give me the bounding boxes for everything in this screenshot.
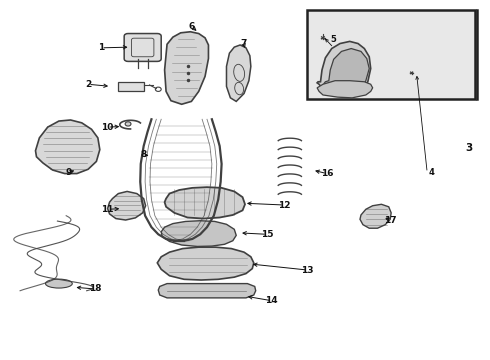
Polygon shape [157,247,254,280]
Text: 12: 12 [278,201,290,210]
Polygon shape [35,120,100,174]
Polygon shape [317,81,373,98]
FancyBboxPatch shape [307,10,475,99]
FancyBboxPatch shape [118,82,144,91]
Polygon shape [165,187,245,219]
Polygon shape [161,221,236,247]
Text: 10: 10 [101,123,114,132]
Text: 3: 3 [466,143,473,153]
Text: 5: 5 [331,35,337,44]
Text: 9: 9 [66,168,72,177]
FancyBboxPatch shape [124,33,161,62]
Circle shape [125,122,131,126]
Text: 15: 15 [261,230,273,239]
Text: 11: 11 [101,205,114,214]
Polygon shape [158,284,256,298]
Polygon shape [360,204,391,228]
Text: 1: 1 [98,43,104,52]
Polygon shape [108,192,146,220]
Text: 8: 8 [141,150,147,159]
Polygon shape [317,41,371,97]
Ellipse shape [46,279,73,288]
Text: 18: 18 [89,284,101,293]
Text: 2: 2 [85,80,91,89]
Text: 14: 14 [266,296,278,305]
Text: 16: 16 [320,169,333,178]
Text: 4: 4 [428,168,434,177]
Text: 7: 7 [241,39,247,48]
Text: 17: 17 [384,216,396,225]
Polygon shape [165,32,208,104]
Polygon shape [324,49,369,94]
Text: 6: 6 [188,22,195,31]
Polygon shape [226,45,251,102]
Text: 13: 13 [301,266,314,275]
